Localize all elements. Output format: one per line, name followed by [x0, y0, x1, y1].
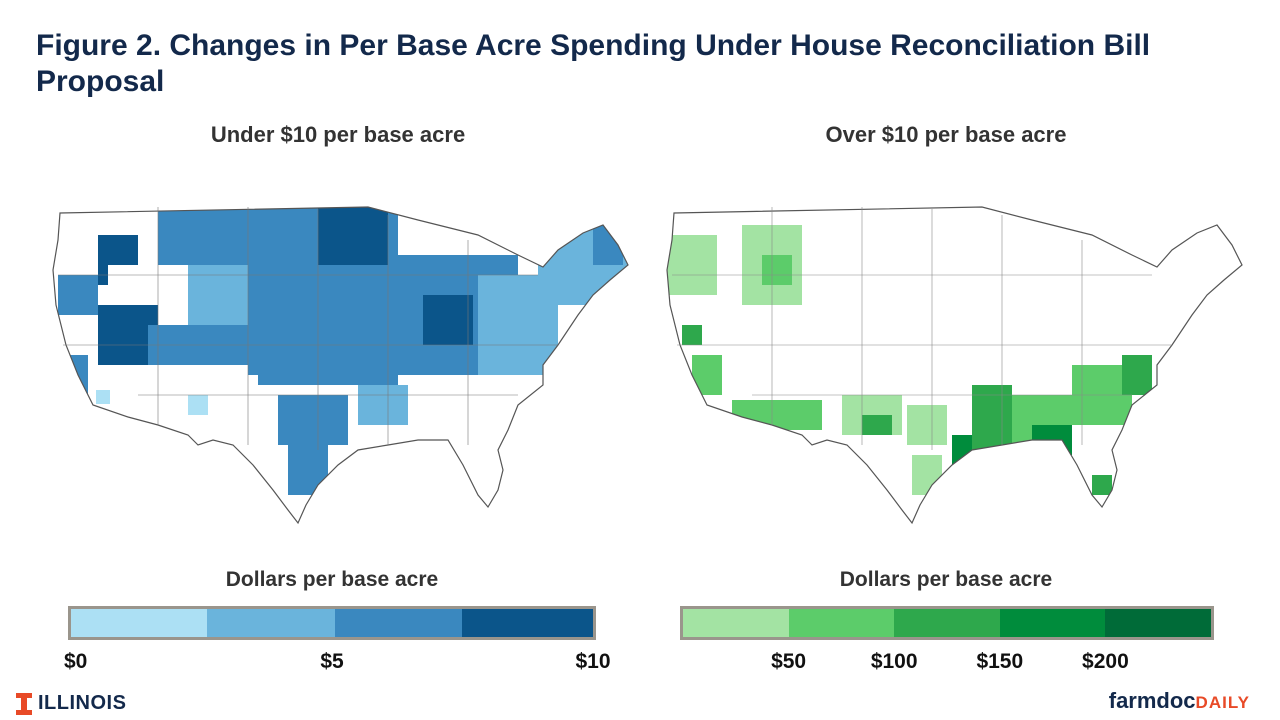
left-state-borders	[58, 207, 558, 450]
right-legend-tick-4: $200	[1082, 650, 1129, 673]
left-legend-title: Dollars per base acre	[225, 568, 439, 591]
right-map	[652, 195, 1252, 530]
left-map-svg	[52, 206, 629, 524]
right-map-svg	[666, 206, 1243, 524]
left-map-regions	[53, 207, 628, 523]
right-map-regions	[667, 207, 1242, 523]
right-legend-title: Dollars per base acre	[839, 568, 1053, 591]
right-legend-tick-2: $100	[870, 650, 918, 673]
illinois-i-icon	[16, 692, 32, 715]
left-legend-tick-3: $10	[575, 650, 611, 673]
figure-title: Figure 2. Changes in Per Base Acre Spend…	[36, 29, 1151, 98]
right-legend-tick-1: $50	[771, 650, 807, 673]
illinois-brand-text: ILLINOIS	[38, 692, 127, 714]
illinois-logo: ILLINOIS	[16, 692, 126, 715]
left-legend-bar	[68, 606, 596, 640]
left-legend-swatch-4	[462, 609, 593, 637]
left-legend-swatch-3	[334, 609, 463, 637]
left-legend-swatch-1	[71, 609, 207, 637]
right-legend-swatch-4	[999, 609, 1106, 637]
right-legend-bar	[680, 606, 1214, 640]
right-legend-tick-3: $150	[976, 650, 1024, 673]
right-map-title: Over $10 per base acre	[825, 122, 1067, 147]
right-legend-swatch-3	[894, 609, 1000, 637]
right-legend-swatch-5	[1105, 609, 1211, 637]
farmdoc-daily-logo: farmdocDAILY	[1109, 688, 1250, 714]
daily-brand-text: DAILY	[1195, 693, 1250, 712]
right-legend-swatch-1	[683, 609, 789, 637]
left-legend-tick-2: $5	[320, 650, 344, 673]
left-legend-tick-1: $0	[63, 650, 88, 673]
right-state-borders	[672, 207, 1172, 450]
left-legend-swatch-2	[206, 609, 335, 637]
farmdoc-brand-text: farmdoc	[1108, 688, 1196, 713]
left-map	[38, 195, 638, 530]
left-map-title: Under $10 per base acre	[210, 122, 466, 147]
right-legend-swatch-2	[788, 609, 895, 637]
